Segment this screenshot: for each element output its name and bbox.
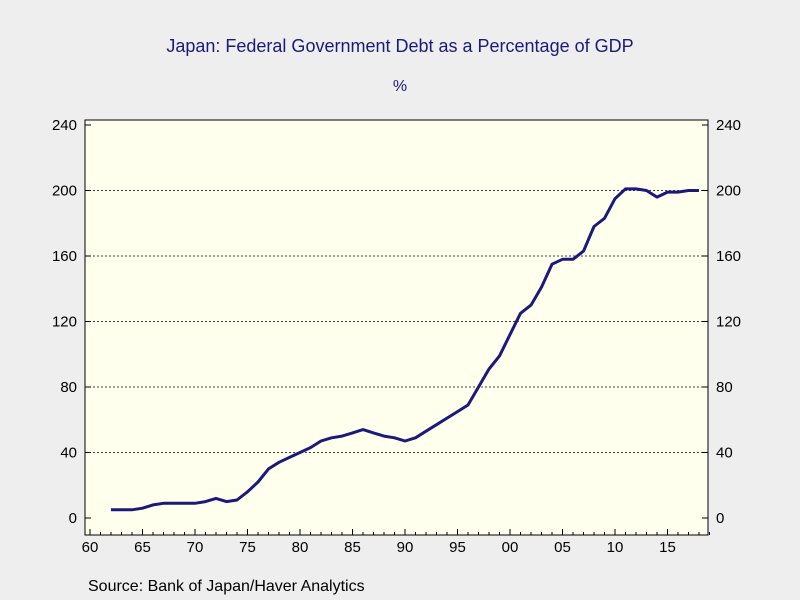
- y-tick-label-left: 240: [52, 117, 77, 134]
- x-tick-label: 95: [449, 539, 466, 556]
- y-tick-label-left: 160: [52, 248, 77, 265]
- y-tick-label-right: 160: [716, 248, 741, 265]
- x-tick-label: 60: [82, 539, 99, 556]
- y-tick-label-right: 0: [716, 510, 724, 527]
- y-tick-label-right: 120: [716, 314, 741, 331]
- y-tick-label-left: 200: [52, 183, 77, 200]
- x-tick-label: 75: [239, 539, 256, 556]
- y-tick-label-right: 40: [716, 445, 733, 462]
- x-tick-label: 00: [502, 539, 519, 556]
- x-tick-label: 90: [397, 539, 414, 556]
- chart-title: Japan: Federal Government Debt as a Perc…: [166, 36, 634, 56]
- chart-subtitle: %: [392, 78, 408, 95]
- y-tick-label-left: 120: [52, 314, 77, 331]
- x-tick-label: 65: [134, 539, 151, 556]
- series-line: [111, 187, 699, 512]
- y-tick-label-left: 40: [60, 445, 77, 462]
- x-tick-label: 10: [607, 539, 624, 556]
- x-tick-label: 05: [554, 539, 571, 556]
- y-tick-label-left: 80: [60, 379, 77, 396]
- x-tick-label: 85: [344, 539, 361, 556]
- x-tick-label: 15: [659, 539, 676, 556]
- y-tick-label-right: 240: [716, 117, 741, 134]
- x-tick-label: 70: [187, 539, 204, 556]
- y-tick-label-right: 80: [716, 379, 733, 396]
- y-tick-label-right: 200: [716, 183, 741, 200]
- x-tick-label: 80: [292, 539, 309, 556]
- chart-source: Source: Bank of Japan/Haver Analytics: [88, 578, 365, 595]
- plot-background: [84, 119, 709, 536]
- y-tick-label-left: 0: [69, 510, 77, 527]
